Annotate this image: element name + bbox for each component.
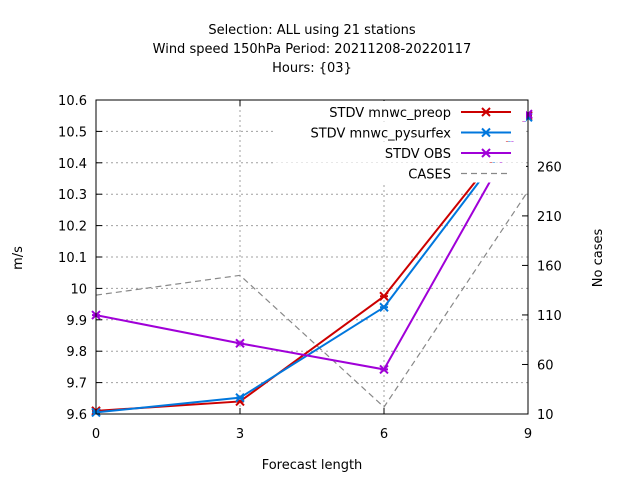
series-stdv-mnwc-pysurfex <box>91 112 533 418</box>
y-tick-label: 10.5 <box>58 125 87 140</box>
y-tick-label: 10.6 <box>58 94 87 109</box>
legend: STDV mnwc_preop STDV mnwc_pysurfex STDV OB… <box>274 101 526 183</box>
series-cases <box>95 190 529 408</box>
legend-bg <box>274 101 526 121</box>
axes: 0 3 6 9 9.6 9.7 9.8 9.9 10 10.1 10.2 10.3 10.4 10.5 10… <box>58 94 562 442</box>
y-tick-label: 10.1 <box>58 251 87 266</box>
legend-label-stdv-mnwc-preop: STDV mnwc_preop <box>329 106 451 121</box>
series-line-stdv-mnwc-pysurfex <box>95 116 529 414</box>
x-axis-label: Forecast length <box>262 458 363 473</box>
y2-tick-label: 10 <box>537 408 554 423</box>
y-tick-label: 9.7 <box>66 377 87 392</box>
legend-bg <box>274 121 526 142</box>
data-point-stdv-obs <box>235 338 245 349</box>
y2-tick-label: 210 <box>537 210 562 225</box>
legend-bg <box>274 142 526 162</box>
data-point-stdv-mnwc-pysurfex <box>235 392 245 403</box>
legend-marker-stdv-mnwc-preop <box>481 107 491 117</box>
y-tick-label: 10.4 <box>58 157 87 172</box>
y-tick-label: 9.9 <box>66 314 87 329</box>
data-point-stdv-mnwc-preop <box>379 291 389 301</box>
legend-label-stdv-obs: STDV OBS <box>385 147 451 162</box>
data-point-stdv-mnwc-pysurfex <box>379 302 389 312</box>
x-tick-label: 0 <box>92 427 100 442</box>
y-tick-label: 9.6 <box>66 408 87 423</box>
legend-marker-stdv-mnwc-pysurfex <box>481 127 491 138</box>
chart-title: Selection: ALL using 21 stations Wind spe… <box>153 23 472 76</box>
series-line-cases <box>95 190 529 408</box>
y2-tick-label: 60 <box>537 358 554 373</box>
y2-axis-label: No cases <box>591 229 606 288</box>
legend-label-stdv-mnwc-pysurfex: STDV mnwc_pysurfex <box>310 127 451 142</box>
y-tick-label: 10.3 <box>58 188 87 203</box>
series-line-stdv-mnwc-preop <box>95 115 529 412</box>
y-axis-label: m/s <box>11 246 26 270</box>
x-tick-label: 3 <box>236 427 244 442</box>
title-line: Wind speed 150hPa Period: 20211208-20220… <box>153 42 472 57</box>
y-tick-label: 10.2 <box>58 220 87 235</box>
data-point-stdv-obs <box>379 364 389 375</box>
title-line: Hours: {03} <box>272 61 352 76</box>
x-tick-label: 6 <box>380 427 388 442</box>
y2-tick-label: 160 <box>537 259 562 274</box>
title-line: Selection: ALL using 21 stations <box>208 23 416 38</box>
legend-marker-stdv-obs <box>481 148 491 158</box>
y-tick-label: 9.8 <box>66 345 87 360</box>
y-tick-label: 10 <box>70 282 87 297</box>
y2-tick-label: 260 <box>537 160 562 175</box>
y2-tick-label: 110 <box>537 309 562 324</box>
legend-bg <box>274 162 526 183</box>
series-line-stdv-obs <box>95 113 529 371</box>
x-tick-label: 9 <box>524 427 532 442</box>
legend-label-cases: CASES <box>408 168 451 183</box>
